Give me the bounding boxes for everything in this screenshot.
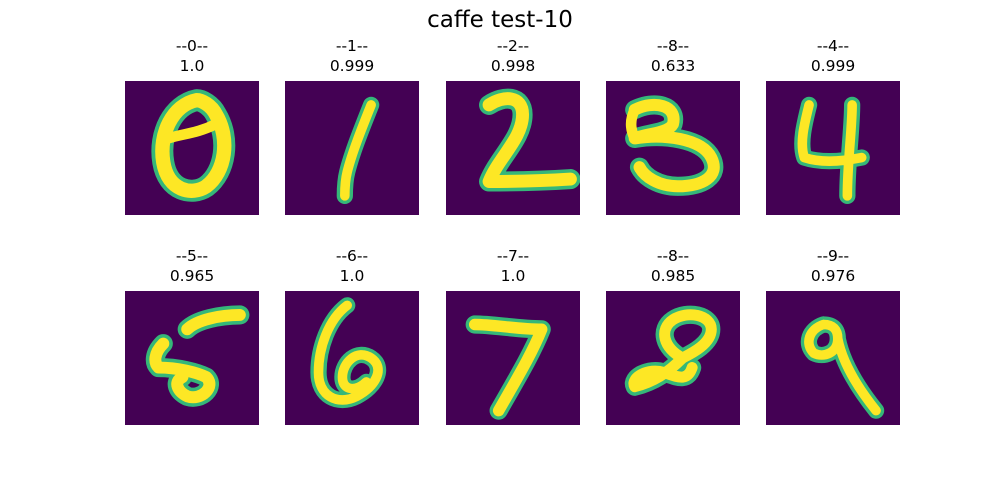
panel-label: --4-- [816,37,850,55]
panel-score: 1.0 [500,267,526,285]
panel-title: --5-- 0.965 [85,246,299,286]
panel-title: --9-- 0.976 [726,246,940,286]
panel-score: 0.999 [810,57,856,75]
panel-label: --0-- [175,37,209,55]
panel-title: --2-- 0.998 [406,36,620,76]
digit-9-image [800,316,885,419]
digit-7-image [465,315,551,420]
panel-score: 0.998 [490,57,536,75]
panel-title: --4-- 0.999 [726,36,940,76]
panel-label: --7-- [496,247,530,265]
panel-title: --8-- 0.633 [566,36,780,76]
digit-image [606,81,740,215]
digit-1-image [336,96,380,204]
panel-label: --2-- [496,37,530,55]
digit-image [285,291,419,425]
panel-label: --5-- [175,247,209,265]
panel-label: --1-- [335,37,369,55]
digit-image [606,291,740,425]
digit-4-image [794,96,870,204]
digit-image [125,81,259,215]
digit-0-image [151,89,236,202]
panel-score: 0.633 [650,57,696,75]
panel-label: --8-- [656,247,690,265]
digit-image [766,291,900,425]
panel-score: 0.976 [810,267,856,285]
digit-image [766,81,900,215]
panel-score: 0.985 [650,267,696,285]
panel-label: --6-- [335,247,369,265]
panel-score: 0.965 [169,267,215,285]
digit-image [285,81,419,215]
panel-title: --6-- 1.0 [245,246,459,286]
digit-5-image [145,305,250,407]
digit-image [446,81,580,215]
panel-title: --0-- 1.0 [85,36,299,76]
digit-6-image [310,297,387,409]
digit-8-image [625,305,721,396]
digit-image [446,291,580,425]
panel-score: 0.999 [329,57,375,75]
panel-title: --7-- 1.0 [406,246,620,286]
digit-image [125,291,259,425]
panel-title: --8-- 0.985 [566,246,780,286]
digit-3-image [625,95,724,196]
digit-2-image [479,88,580,192]
panel-score: 1.0 [179,57,205,75]
panel-label: --8-- [656,37,690,55]
panel-label: --9-- [816,247,850,265]
panel-score: 1.0 [339,267,365,285]
figure-title: caffe test-10 [427,7,573,33]
panel-title: --1-- 0.999 [245,36,459,76]
